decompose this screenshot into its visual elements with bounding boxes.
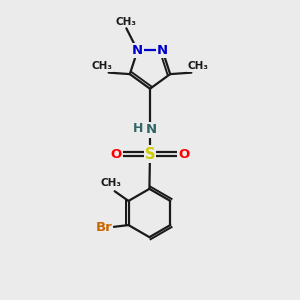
Text: S: S (145, 147, 155, 162)
Text: O: O (178, 148, 189, 160)
Text: O: O (111, 148, 122, 160)
Text: Br: Br (95, 221, 112, 234)
Text: N: N (146, 124, 157, 136)
Text: N: N (157, 44, 168, 57)
Text: H: H (132, 122, 143, 135)
Text: CH₃: CH₃ (116, 16, 137, 26)
Text: CH₃: CH₃ (92, 61, 113, 71)
Text: CH₃: CH₃ (187, 61, 208, 71)
Text: CH₃: CH₃ (100, 178, 121, 188)
Text: N: N (132, 44, 143, 57)
